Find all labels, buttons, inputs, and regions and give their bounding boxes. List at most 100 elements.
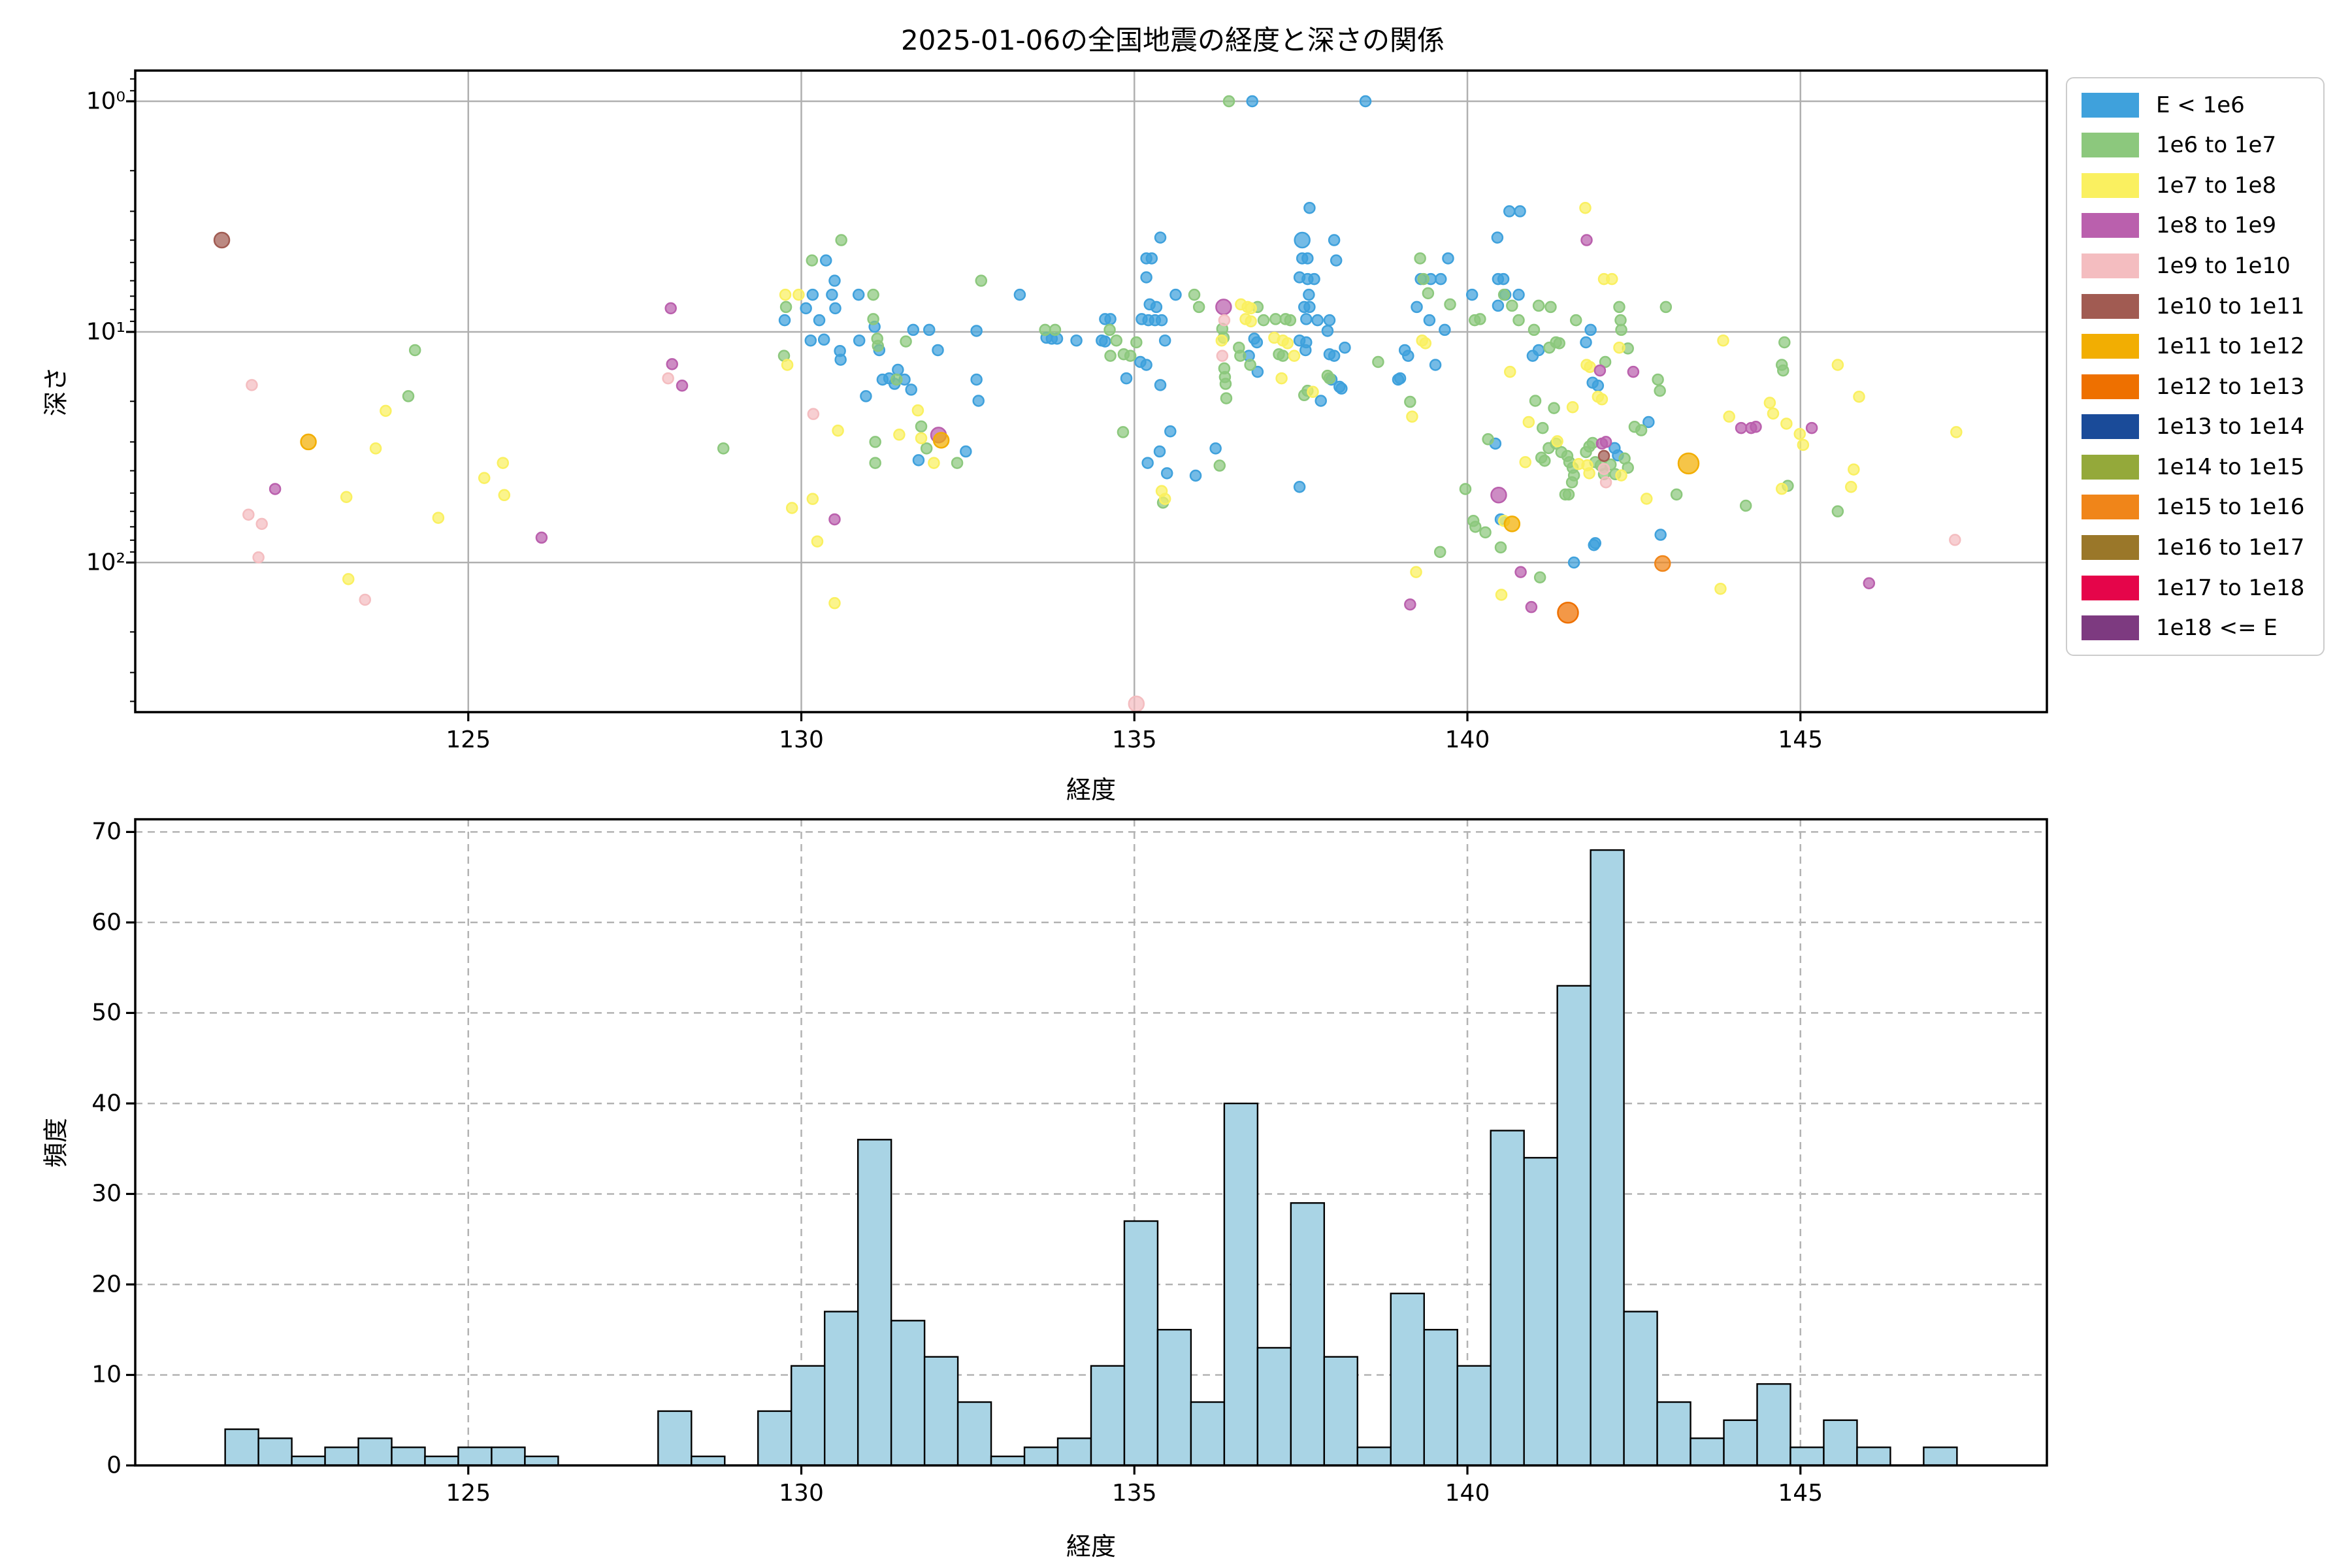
scatter-point bbox=[1949, 534, 1961, 546]
scatter-point bbox=[1544, 301, 1557, 314]
histogram-bar bbox=[257, 1437, 293, 1467]
histogram-bar bbox=[1423, 1329, 1458, 1467]
legend-label: 1e18 <= E bbox=[2156, 615, 2278, 642]
scatter-point bbox=[1714, 582, 1727, 595]
scatter-point bbox=[1579, 201, 1592, 214]
legend-row: E < 1e6 bbox=[2067, 91, 2323, 118]
scatter-point bbox=[915, 432, 928, 444]
scatter-point bbox=[829, 302, 841, 315]
scatter-point bbox=[853, 334, 866, 347]
scatter-point bbox=[1536, 421, 1549, 434]
scatter-point bbox=[1717, 334, 1729, 347]
scatter-point bbox=[497, 457, 510, 469]
histogram-bar bbox=[823, 1311, 859, 1467]
scatter-point bbox=[1222, 95, 1235, 108]
legend-row: 1e7 to 1e8 bbox=[2067, 172, 2323, 198]
scatter-point bbox=[907, 323, 920, 336]
scatter-point bbox=[1599, 476, 1612, 489]
scatter-point bbox=[1551, 435, 1563, 448]
scatter-point bbox=[1323, 372, 1336, 385]
scatter-point bbox=[1234, 350, 1247, 362]
scatter-point bbox=[1124, 350, 1137, 362]
scatter-point bbox=[1155, 314, 1168, 327]
scatter-point bbox=[1439, 323, 1451, 336]
scatter-point bbox=[1141, 457, 1154, 469]
histogram-bar bbox=[1356, 1446, 1392, 1467]
histogram-bar bbox=[324, 1446, 359, 1467]
legend-row: 1e15 to 1e16 bbox=[2067, 495, 2323, 520]
histogram-xtick-label: 145 bbox=[1778, 1480, 1823, 1507]
scatter-point bbox=[1150, 301, 1163, 314]
scatter-point bbox=[781, 359, 794, 371]
histogram-bar bbox=[791, 1365, 826, 1467]
scatter-point bbox=[408, 344, 421, 357]
scatter-xlabel: 経度 bbox=[1066, 776, 1117, 804]
scatter-point bbox=[832, 424, 844, 437]
scatter-point bbox=[1670, 488, 1683, 501]
scatter-point bbox=[1853, 390, 1865, 403]
scatter-point bbox=[1293, 481, 1306, 493]
scatter-point bbox=[1246, 95, 1258, 108]
histogram-bar bbox=[1190, 1401, 1226, 1467]
scatter-point bbox=[1404, 395, 1416, 408]
scatter-point bbox=[1219, 378, 1232, 390]
scatter-point bbox=[1216, 350, 1229, 362]
scatter-point bbox=[1592, 379, 1605, 392]
scatter-point bbox=[1950, 426, 1963, 438]
scatter-point bbox=[1414, 252, 1426, 265]
scatter-point bbox=[717, 442, 730, 455]
scatter-point bbox=[911, 404, 924, 417]
scatter-point bbox=[1323, 314, 1336, 327]
scatter-point bbox=[1627, 365, 1640, 378]
scatter-point bbox=[1140, 271, 1152, 284]
scatter-point bbox=[1245, 302, 1257, 315]
scatter-point bbox=[1250, 336, 1264, 349]
scatter-point bbox=[1503, 205, 1516, 218]
legend-label: 1e6 to 1e7 bbox=[2156, 132, 2277, 159]
histogram-bar bbox=[1390, 1292, 1425, 1467]
scatter-point bbox=[1311, 314, 1324, 327]
scatter-point bbox=[1739, 499, 1752, 512]
legend-row: 1e8 to 1e9 bbox=[2067, 213, 2323, 238]
legend-swatch bbox=[2082, 454, 2139, 480]
scatter-point bbox=[1497, 272, 1510, 286]
scatter-point bbox=[1419, 337, 1432, 350]
scatter-point bbox=[817, 333, 830, 346]
scatter-point bbox=[1780, 417, 1793, 430]
legend-row: 1e12 to 1e13 bbox=[2067, 374, 2323, 399]
scatter-point bbox=[1215, 299, 1232, 316]
scatter-point bbox=[1777, 364, 1789, 377]
scatter-point bbox=[1299, 344, 1312, 357]
scatter-point bbox=[890, 373, 903, 386]
scatter-point bbox=[1775, 482, 1788, 495]
scatter-point bbox=[1284, 314, 1297, 327]
scatter-point bbox=[664, 302, 677, 315]
scatter-point bbox=[800, 302, 812, 315]
scatter-point bbox=[1099, 335, 1111, 348]
scatter-point bbox=[1164, 425, 1177, 438]
scatter-point bbox=[1130, 336, 1143, 349]
scatter-point bbox=[1532, 299, 1545, 312]
legend-label: 1e13 to 1e14 bbox=[2156, 414, 2305, 440]
scatter-point bbox=[1652, 373, 1664, 386]
histogram-bar bbox=[1456, 1365, 1492, 1467]
scatter-point bbox=[1567, 556, 1580, 569]
scatter-point bbox=[1103, 323, 1116, 336]
histogram-bar bbox=[424, 1455, 459, 1467]
legend-label: 1e14 to 1e15 bbox=[2156, 453, 2305, 480]
histogram-bar bbox=[1590, 849, 1625, 1467]
scatter-point bbox=[835, 234, 847, 246]
scatter-point bbox=[1269, 313, 1282, 325]
scatter-point bbox=[1110, 334, 1122, 347]
scatter-point bbox=[1209, 442, 1222, 455]
scatter-point bbox=[1503, 515, 1521, 532]
scatter-point bbox=[1763, 397, 1776, 409]
scatter-point bbox=[1303, 288, 1315, 301]
histogram-ytick-label: 20 bbox=[91, 1271, 122, 1298]
legend-label: E < 1e6 bbox=[2156, 91, 2245, 118]
histogram-bar bbox=[1656, 1401, 1691, 1467]
scatter-point bbox=[1723, 410, 1735, 423]
histogram-bar bbox=[1123, 1220, 1159, 1467]
scatter-point bbox=[778, 314, 791, 327]
legend-row: 1e9 to 1e10 bbox=[2067, 253, 2323, 279]
